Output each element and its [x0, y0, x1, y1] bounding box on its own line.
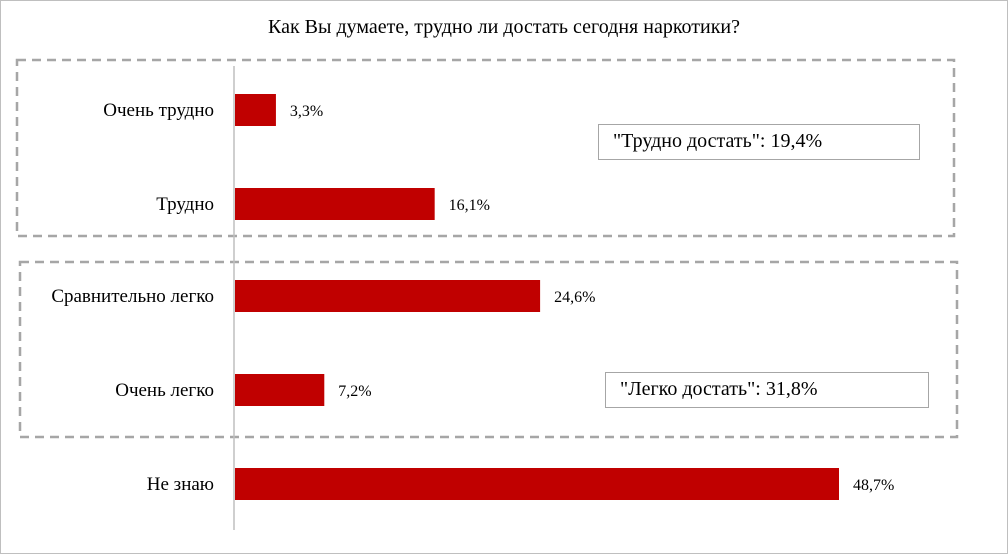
- bar-2: [235, 188, 435, 220]
- value-label-4: 7,2%: [338, 383, 371, 400]
- bar-1: [235, 94, 276, 126]
- category-label-3: Сравнительно легко: [51, 286, 214, 307]
- bar-4: [235, 374, 325, 406]
- group-box-easy: [18, 260, 959, 439]
- bar-3: [235, 280, 541, 312]
- chart-title: Как Вы думаете, трудно ли достать сегодн…: [268, 16, 740, 38]
- group-summary-hard: "Трудно достать": 19,4%: [598, 124, 920, 160]
- value-label-3: 24,6%: [554, 289, 595, 306]
- value-label-1: 3,3%: [290, 103, 323, 120]
- group-box-hard: [15, 58, 956, 238]
- value-label-2: 16,1%: [449, 197, 490, 214]
- category-label-2: Трудно: [156, 194, 214, 215]
- bar-5: [235, 468, 839, 500]
- value-label-5: 48,7%: [853, 477, 894, 494]
- category-label-4: Очень легко: [115, 380, 214, 401]
- category-label-5: Не знаю: [147, 474, 214, 495]
- group-summary-easy: "Легко достать": 31,8%: [605, 372, 929, 408]
- category-label-1: Очень трудно: [103, 100, 214, 121]
